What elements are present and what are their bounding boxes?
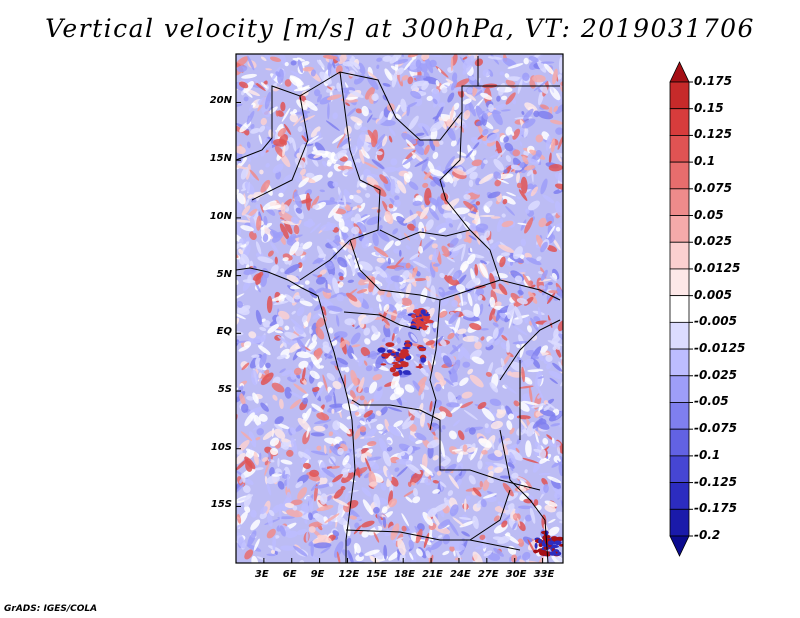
colorbar-segment xyxy=(669,135,690,163)
colorbar-segment xyxy=(669,482,690,510)
lon-tick-label: 33E xyxy=(533,569,555,580)
map-frame xyxy=(235,53,564,564)
colorbar-segment xyxy=(669,321,690,350)
colorbar-segment xyxy=(669,508,690,537)
lat-tick-label: 5N xyxy=(216,268,232,280)
colorbar-segment xyxy=(669,241,690,270)
footer-credit: GrADS: IGES/COLA xyxy=(4,604,98,614)
country-borders xyxy=(236,56,561,563)
colorbar-label: -0.125 xyxy=(694,474,737,489)
lon-tick-label: 3E xyxy=(254,569,269,580)
colorbar-segment xyxy=(669,428,690,457)
lon-tick-label: 9E xyxy=(310,569,325,580)
colorbar-label: 0.0125 xyxy=(694,260,741,275)
lat-tick-label: 15N xyxy=(209,153,232,165)
vertical-velocity-field xyxy=(236,54,563,563)
map-title: Vertical velocity [m/s] at 300hPa, VT: 2… xyxy=(45,14,755,43)
lon-tick-label: 27E xyxy=(477,569,499,580)
colorbar-segment xyxy=(669,295,690,323)
colorbar-segment xyxy=(669,215,690,243)
lon-tick-label: 21E xyxy=(422,569,443,580)
lat-tick-label: 5S xyxy=(217,384,232,396)
lat-tick-label: 10S xyxy=(210,441,232,453)
colorbar-segment xyxy=(669,455,690,483)
lon-tick-label: 6E xyxy=(282,569,297,580)
colorbar xyxy=(669,61,693,557)
colorbar-label: 0.1 xyxy=(694,154,716,169)
colorbar-label: -0.075 xyxy=(694,421,737,436)
colorbar-label: 0.05 xyxy=(694,207,724,222)
colorbar-segment xyxy=(669,375,690,403)
colorbar-label: -0.0125 xyxy=(694,341,746,356)
lat-tick-label: 15S xyxy=(210,499,232,511)
lon-tick-label: 18E xyxy=(394,569,415,580)
lon-tick-label: 15E xyxy=(366,569,388,580)
colorbar-segment xyxy=(669,108,690,136)
lat-tick-label: 20N xyxy=(209,95,232,107)
colorbar-segment xyxy=(669,402,690,430)
colorbar-segment xyxy=(669,348,690,377)
lon-tick-label: 30E xyxy=(505,569,527,580)
colorbar-segment xyxy=(669,535,690,557)
colorbar-label: -0.025 xyxy=(694,367,737,382)
colorbar-segment xyxy=(669,81,690,110)
colorbar-segment xyxy=(669,188,690,216)
colorbar-label: -0.175 xyxy=(694,501,737,516)
colorbar-label: 0.15 xyxy=(694,100,724,115)
lat-tick-label: EQ xyxy=(216,326,232,338)
colorbar-label: -0.05 xyxy=(694,394,729,409)
lon-tick-label: 24E xyxy=(449,569,471,580)
colorbar-label: -0.2 xyxy=(694,528,721,542)
colorbar-label: 0.005 xyxy=(694,287,732,302)
colorbar-label: 0.125 xyxy=(694,127,732,142)
lat-tick-label: 10N xyxy=(209,210,232,222)
colorbar-label: 0.025 xyxy=(694,234,732,249)
colorbar-label: -0.005 xyxy=(694,314,737,329)
colorbar-segment xyxy=(669,268,690,297)
colorbar-label: 0.075 xyxy=(694,180,732,195)
colorbar-label: -0.1 xyxy=(694,447,721,462)
lon-tick-label: 12E xyxy=(338,569,360,580)
axis-ticks xyxy=(236,101,544,563)
colorbar-segment xyxy=(669,61,690,83)
colorbar-segment xyxy=(669,161,690,190)
colorbar-label: 0.175 xyxy=(694,74,732,88)
